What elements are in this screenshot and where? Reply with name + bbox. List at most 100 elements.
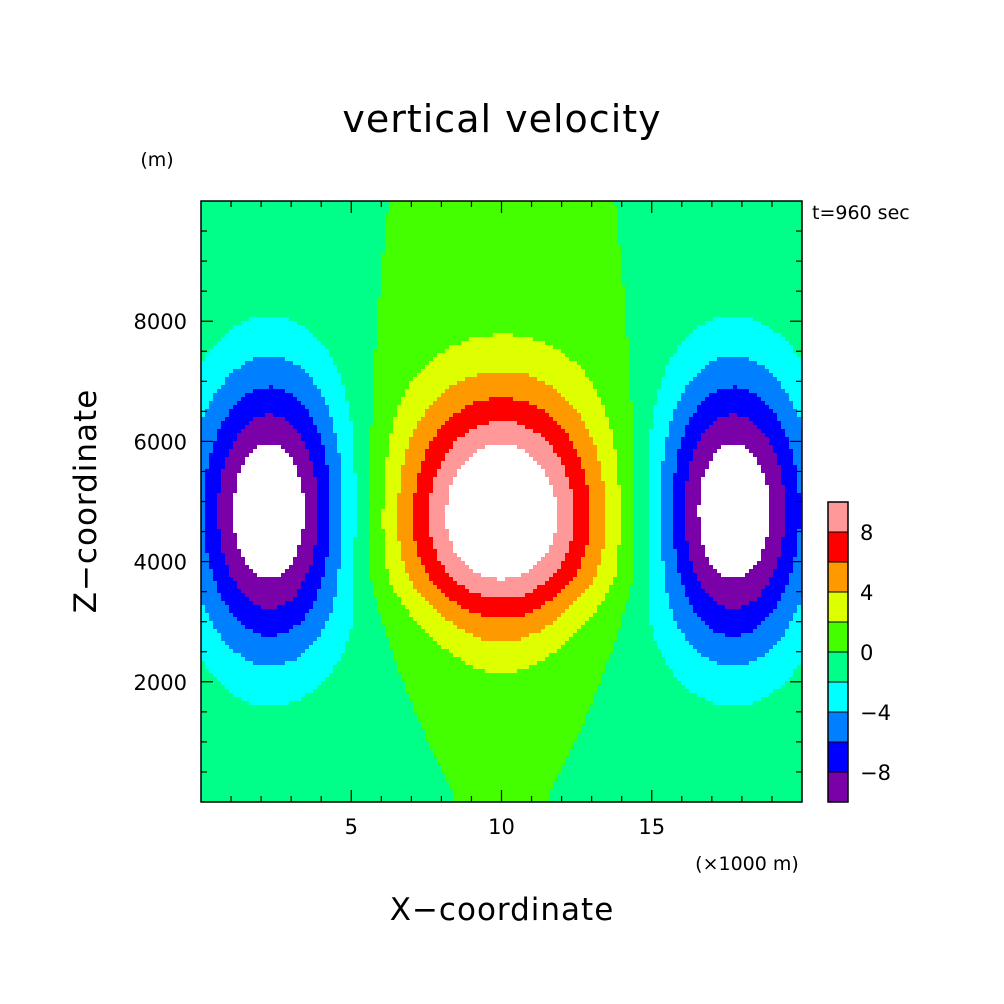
contour-cell: [569, 437, 593, 442]
contour-cell: [469, 565, 533, 570]
contour-cell: [213, 573, 229, 578]
contour-cell: [429, 529, 449, 534]
contour-cell: [385, 249, 621, 254]
contour-cell: [453, 477, 549, 482]
contour-cell: [313, 333, 377, 338]
contour-cell: [253, 661, 285, 666]
contour-cell: [573, 405, 605, 410]
contour-cell: [453, 445, 485, 450]
contour-cell: [769, 325, 802, 330]
contour-cell: [201, 601, 225, 606]
contour-cell: [317, 489, 329, 494]
contour-cell: [589, 513, 605, 518]
contour-cell: [605, 525, 621, 530]
contour-cell: [205, 549, 221, 554]
contour-cell: [369, 469, 385, 474]
contour-cell: [357, 521, 369, 526]
contour-cell: [201, 561, 209, 566]
contour-cell: [581, 593, 605, 598]
contour-cell: [561, 565, 581, 570]
contour-cell: [217, 581, 237, 586]
contour-cell: [201, 669, 209, 674]
contour-cell: [201, 593, 221, 598]
contour-cell: [689, 541, 701, 546]
y-tick-label: 2000: [134, 671, 187, 695]
contour-cell: [789, 621, 802, 626]
contour-cell: [573, 493, 589, 498]
contour-cell: [661, 517, 673, 522]
contour-cell: [705, 553, 761, 558]
contour-cell: [617, 453, 633, 458]
contour-cell: [473, 633, 529, 638]
contour-cell: [253, 569, 285, 574]
contour-cell: [337, 365, 373, 370]
contour-cell: [277, 605, 313, 610]
contour-cell: [201, 277, 381, 282]
contour-cell: [597, 453, 617, 458]
contour-cell: [781, 541, 797, 546]
contour-cell: [701, 477, 765, 482]
contour-cell: [617, 205, 802, 210]
contour-cell: [221, 597, 249, 602]
contour-cell: [785, 585, 802, 590]
contour-cell: [449, 489, 553, 494]
contour-cell: [601, 477, 617, 482]
contour-cell: [201, 317, 249, 322]
contour-cell: [393, 429, 413, 434]
contour-cell: [381, 273, 621, 278]
contour-cell: [601, 677, 677, 682]
contour-cell: [685, 513, 697, 518]
contour-cell: [397, 661, 465, 666]
contour-cell: [377, 297, 625, 302]
contour-cell: [481, 637, 521, 642]
contour-cell: [713, 421, 753, 426]
contour-cell: [553, 573, 577, 578]
contour-cell: [205, 481, 221, 486]
contour-cell: [389, 569, 405, 574]
contour-cell: [597, 389, 629, 394]
contour-cell: [677, 565, 693, 570]
contour-cell: [225, 333, 313, 338]
contour-cell: [725, 605, 741, 610]
contour-cell: [297, 397, 325, 402]
contour-cell: [201, 365, 241, 370]
colorbar-segment: [828, 562, 848, 593]
contour-cell: [585, 721, 802, 726]
contour-cell: [201, 457, 209, 462]
contour-cell: [605, 485, 621, 490]
contour-cell: [557, 421, 585, 426]
contour-cell: [353, 429, 369, 434]
contour-cell: [369, 513, 381, 518]
contour-cell: [429, 513, 445, 518]
contour-cell: [289, 421, 313, 426]
contour-cell: [393, 421, 417, 426]
contour-cell: [209, 401, 237, 406]
contour-cell: [201, 625, 213, 630]
contour-cell: [389, 573, 409, 578]
contour-cell: [261, 605, 277, 610]
contour-cell: [345, 397, 373, 402]
contour-cell: [325, 445, 337, 450]
contour-cell: [713, 597, 757, 602]
contour-cell: [585, 553, 601, 558]
contour-cell: [649, 469, 661, 474]
y-unit-label: (m): [140, 149, 173, 171]
contour-cell: [385, 553, 401, 558]
contour-cell: [557, 617, 589, 622]
contour-cell: [405, 461, 421, 466]
contour-cell: [385, 477, 401, 482]
contour-cell: [201, 629, 217, 634]
contour-cell: [673, 477, 689, 482]
contour-cell: [201, 761, 437, 766]
contour-cell: [761, 321, 802, 326]
contour-cell: [681, 577, 697, 582]
contour-cell: [293, 597, 317, 602]
contour-cell: [717, 417, 749, 422]
contour-cell: [681, 581, 701, 586]
contour-cell: [317, 525, 329, 530]
contour-cell: [661, 481, 673, 486]
contour-cell: [289, 701, 413, 706]
contour-cell: [369, 425, 393, 430]
contour-cell: [545, 341, 629, 346]
contour-cell: [661, 501, 673, 506]
